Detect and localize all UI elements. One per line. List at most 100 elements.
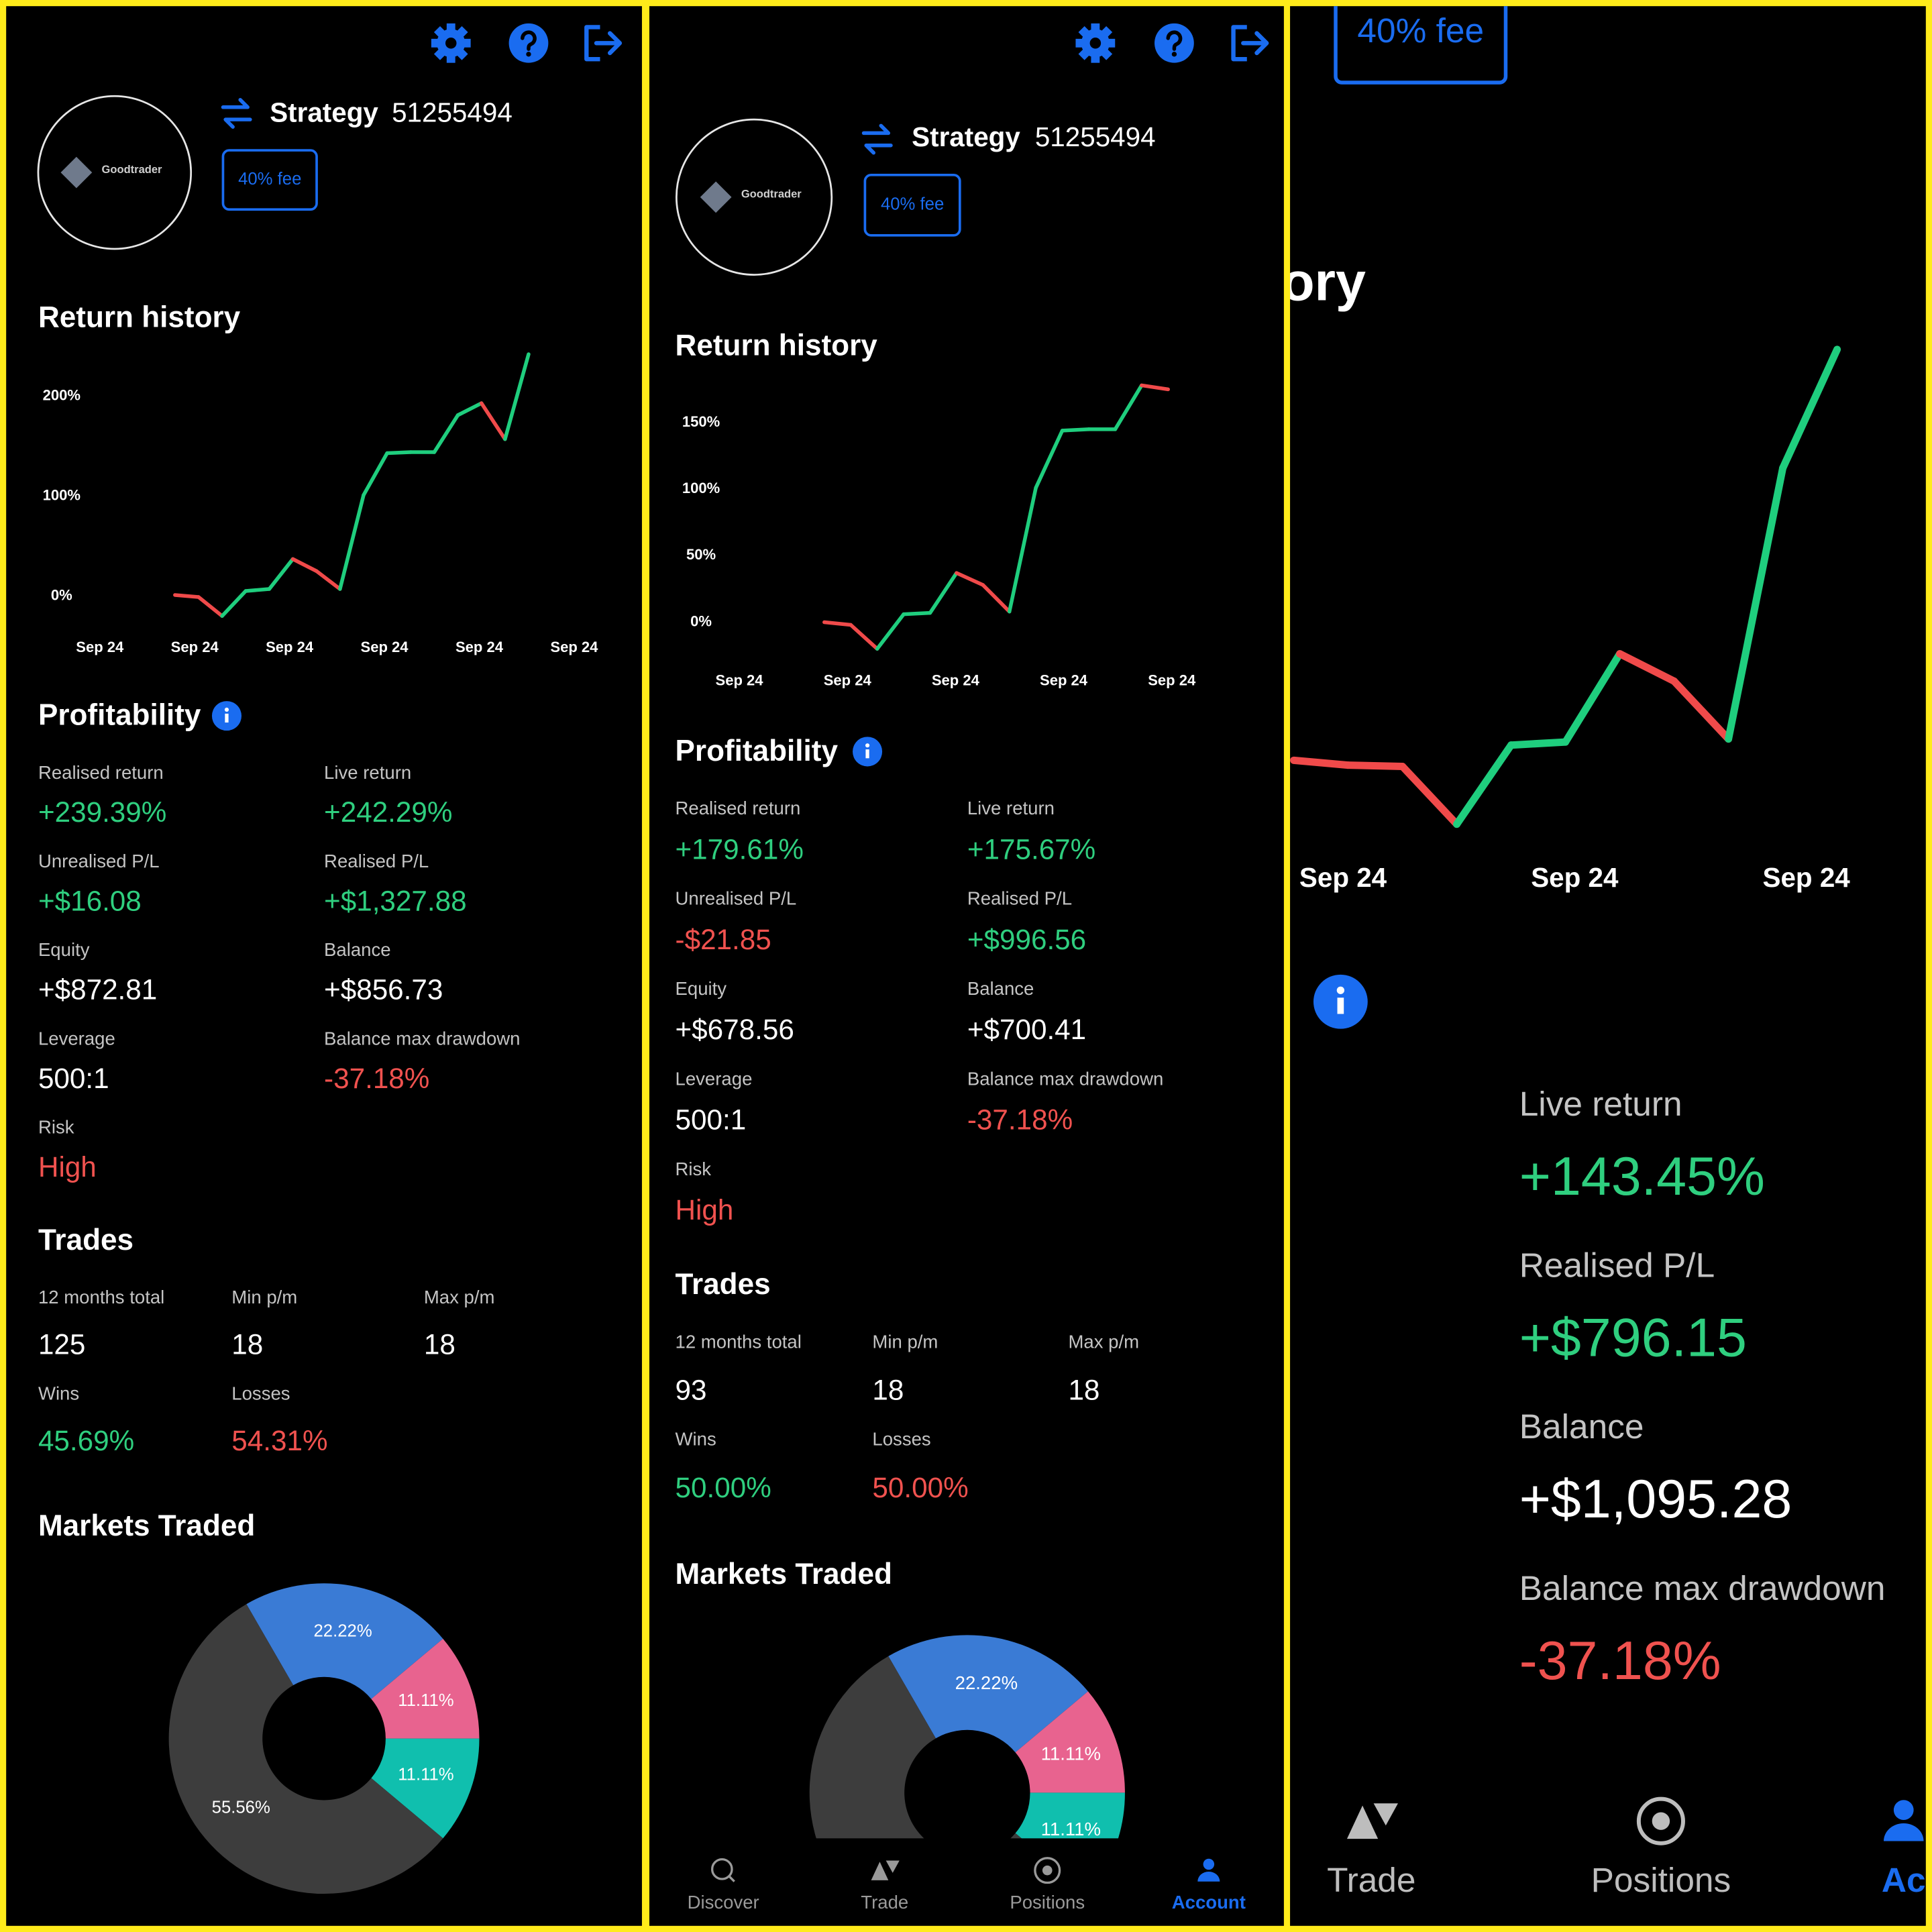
info-stem [865, 749, 869, 759]
gear-hole [1089, 38, 1102, 49]
stat-value: +$1,327.88 [324, 885, 467, 916]
stat-label: Risk [676, 1159, 712, 1179]
x-tick-label: Sep 24 [266, 639, 314, 655]
return-line-segment [1562, 650, 1624, 746]
return-line-segment [902, 610, 932, 616]
positions-dot [1652, 1812, 1670, 1830]
stat-label: Unrealised P/L [38, 851, 160, 871]
y-tick-label: 50% [686, 546, 716, 563]
stat-value: 54.31% [231, 1425, 327, 1456]
return-line-segment [1453, 741, 1515, 828]
panel-background [649, 6, 1284, 1926]
positions-icon [1034, 1857, 1061, 1884]
logout-icon[interactable] [584, 25, 623, 62]
nav-item[interactable]: Trade [861, 1860, 908, 1913]
stat-value: +$1,095.28 [1519, 1469, 1792, 1529]
return-line-segment [1616, 650, 1678, 685]
account-body [1197, 1872, 1220, 1882]
return-line-segment [928, 571, 959, 615]
stat-label: Balance max drawdown [967, 1068, 1163, 1089]
account-head [1893, 1800, 1914, 1821]
positions-dot [1042, 1865, 1053, 1876]
info-icon[interactable] [1313, 974, 1368, 1029]
x-tick-label: Sep 24 [932, 672, 980, 689]
nav-item[interactable]: Positions [1591, 1796, 1731, 1899]
swap-icon [221, 98, 252, 129]
x-tick-label: Sep 24 [76, 639, 124, 655]
help-circle [1155, 23, 1194, 63]
help-icon[interactable] [508, 23, 549, 63]
avatar [37, 95, 193, 250]
return-line-segment [1007, 486, 1038, 614]
return-line-segment [1140, 383, 1170, 392]
return-line-segment [338, 493, 366, 591]
donut-slice [1015, 1691, 1125, 1793]
settings-icon[interactable] [1075, 23, 1116, 63]
fee-badge [221, 149, 318, 211]
donut-chart: 22.22%11.11%11.11%55.56% [809, 1635, 1125, 1839]
stat-value: 500:1 [38, 1063, 109, 1094]
stat-label: Live return [324, 762, 411, 783]
donut-slice [371, 1638, 480, 1739]
settings-icon[interactable] [431, 23, 471, 63]
slice-label: 22.22% [314, 1621, 372, 1640]
stat-value: -37.18% [1519, 1631, 1721, 1691]
swap-icon [861, 123, 893, 155]
y-tick-label: 100% [43, 486, 81, 503]
stat-value: High [676, 1194, 734, 1226]
strategy-label: Strategy [270, 97, 378, 127]
x-tick-label: Sep 24 [1299, 862, 1387, 893]
stat-value: +$16.08 [38, 885, 142, 916]
question-mark [521, 30, 537, 51]
fee-badge [863, 173, 961, 237]
info-dot [865, 743, 870, 748]
help-circle [508, 23, 549, 63]
gear-hole [445, 38, 457, 49]
stat-label: Equity [38, 939, 90, 960]
stat-label: Min p/m [872, 1331, 938, 1352]
stat-label: Realised return [676, 798, 801, 818]
return-line-segment [849, 623, 879, 651]
nav-item[interactable]: Positions [1010, 1857, 1085, 1913]
stat-value: 93 [676, 1375, 707, 1406]
return-line-segment [1399, 762, 1461, 828]
nav-label: Account [1172, 1892, 1246, 1913]
section-title: Profitability [676, 735, 839, 767]
nav-label: Trade [1327, 1860, 1415, 1899]
logout-arrow [594, 31, 623, 56]
return-line-segment [1507, 738, 1570, 749]
nav-item[interactable]: Account [1172, 1858, 1246, 1913]
nav-item[interactable]: Trade [1327, 1803, 1415, 1899]
stat-label: 12 months total [38, 1287, 164, 1307]
nav-label: Discover [688, 1892, 759, 1913]
stat-label: Risk [38, 1117, 74, 1138]
logout-icon[interactable] [1231, 25, 1269, 62]
strategy-id: 51255494 [1035, 121, 1156, 152]
x-tick-label: Sep 24 [455, 639, 504, 655]
stat-label: Wins [38, 1383, 79, 1403]
return-line-segment [220, 589, 248, 619]
stat-value: +$678.56 [676, 1014, 794, 1045]
x-tick-label: Sep 24 [1531, 862, 1619, 893]
stat-value: +175.67% [967, 833, 1095, 865]
help-icon[interactable] [1155, 23, 1194, 63]
info-icon[interactable] [853, 737, 883, 767]
stat-label: Balance max drawdown [324, 1028, 520, 1049]
stat-label: Leverage [676, 1068, 753, 1089]
info-dot [224, 707, 229, 712]
return-line-segment [955, 571, 985, 587]
logo-mark [700, 181, 732, 213]
fee-text: 40% fee [1357, 11, 1484, 50]
x-tick-label: Sep 24 [824, 672, 872, 689]
section-title: Markets Traded [676, 1558, 892, 1591]
slice-label: 55.56% [212, 1798, 270, 1817]
info-icon[interactable] [211, 701, 241, 731]
nav-item[interactable]: Discover [688, 1858, 759, 1913]
stat-value: High [38, 1151, 97, 1183]
nav-label: Trade [861, 1892, 908, 1913]
stat-value: -$21.85 [676, 924, 771, 955]
stat-value: 45.69% [38, 1425, 134, 1456]
nav-item[interactable]: Ac [1882, 1800, 1926, 1899]
stat-value: 18 [231, 1329, 263, 1360]
